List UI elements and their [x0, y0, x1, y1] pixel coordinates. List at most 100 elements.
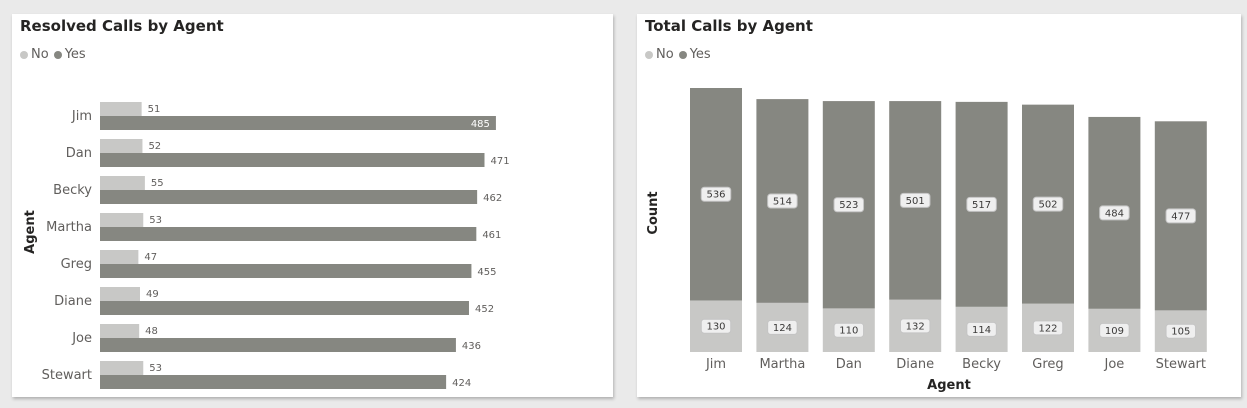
- total-calls-chart: Count Agent 130 536 Jim 124 514 Martha 110 523 Dan…: [646, 88, 1207, 393]
- data-label-yes-jim: 536: [706, 190, 725, 201]
- data-label-no-jim: 130: [706, 322, 725, 333]
- category-label-stewart: Stewart: [42, 368, 92, 383]
- data-label-yes-greg: 502: [1038, 200, 1057, 211]
- category-label-joe: Joe: [71, 331, 92, 346]
- data-label-no-greg: 47: [144, 252, 157, 263]
- resolved-calls-panel: Resolved Calls by Agent No Yes Agent Jim 5…: [12, 14, 613, 397]
- data-label-yes-dan: 471: [490, 156, 509, 167]
- data-label-yes-greg-badge: [1032, 196, 1064, 212]
- data-label-no-diane: 49: [146, 289, 159, 300]
- bar-no-dan: [100, 139, 143, 153]
- data-label-no-joe: 48: [145, 326, 158, 337]
- bar-no-diane: [100, 287, 140, 301]
- left-legend: No Yes: [20, 47, 91, 62]
- data-label-yes-becky-badge: [966, 196, 997, 212]
- bar-yes-diane: [100, 301, 469, 315]
- category-label-joe: Joe: [1104, 357, 1125, 372]
- left-chart-title: Resolved Calls by Agent: [20, 17, 224, 35]
- bar-yes-becky: [100, 190, 478, 204]
- data-label-no-stewart-badge: [1165, 323, 1197, 339]
- bar-no-jim: [100, 102, 142, 116]
- legend-item-yes[interactable]: Yes: [678, 47, 711, 62]
- bar-yes-joe: [100, 338, 456, 352]
- bar-no-greg: [100, 250, 139, 264]
- data-label-no-joe: 109: [1105, 326, 1124, 337]
- data-label-yes-stewart-badge: [1165, 208, 1197, 224]
- data-label-no-jim: 51: [148, 104, 161, 115]
- legend-item-no[interactable]: No: [20, 47, 49, 62]
- category-label-jim: Jim: [71, 109, 92, 124]
- data-label-yes-becky: 462: [483, 193, 502, 204]
- data-label-yes-martha: 461: [482, 230, 501, 241]
- legend-label-yes: Yes: [64, 47, 86, 62]
- legend-item-no[interactable]: No: [645, 47, 674, 62]
- data-label-no-becky: 114: [972, 325, 991, 336]
- right-legend: No Yes: [645, 47, 716, 62]
- category-label-greg: Greg: [1032, 357, 1063, 372]
- x-axis-title: Agent: [927, 378, 971, 393]
- category-label-martha: Martha: [759, 357, 805, 372]
- data-label-yes-joe: 436: [462, 341, 481, 352]
- data-label-no-becky: 55: [151, 178, 164, 189]
- data-label-yes-dan-badge: [833, 197, 865, 213]
- category-label-becky: Becky: [53, 183, 92, 198]
- category-label-martha: Martha: [46, 220, 92, 235]
- data-label-no-joe-badge: [1099, 322, 1130, 338]
- data-label-no-stewart: 105: [1171, 327, 1190, 338]
- data-label-no-martha-badge: [767, 319, 798, 335]
- category-label-dan: Dan: [836, 357, 862, 372]
- category-label-greg: Greg: [61, 257, 92, 272]
- data-label-yes-diane-badge: [899, 192, 931, 208]
- data-label-no-martha: 124: [773, 323, 792, 334]
- data-label-yes-becky: 517: [972, 200, 991, 211]
- bar-yes-dan: [100, 153, 485, 167]
- data-label-no-greg: 122: [1038, 323, 1057, 334]
- bar-no-martha: [100, 213, 144, 227]
- legend-dot-no: [645, 50, 653, 59]
- bar-yes-jim: [100, 116, 496, 130]
- data-label-yes-diane: 501: [906, 196, 925, 207]
- data-label-no-dan: 110: [839, 326, 858, 337]
- data-label-yes-martha: 514: [773, 196, 792, 207]
- y-axis-title: Count: [646, 191, 661, 234]
- bar-no-stewart: [100, 361, 144, 375]
- data-label-no-dan: 52: [148, 141, 161, 152]
- data-label-yes-greg: 455: [477, 267, 496, 278]
- legend-dot-yes: [678, 50, 687, 59]
- bar-yes-stewart: [100, 375, 447, 389]
- data-label-yes-jim: 485: [471, 119, 490, 130]
- data-label-yes-martha-badge: [767, 193, 798, 209]
- legend-label-no: No: [656, 47, 674, 62]
- legend-item-yes[interactable]: Yes: [53, 47, 86, 62]
- data-label-yes-stewart: 424: [452, 378, 471, 389]
- right-chart-title: Total Calls by Agent: [645, 17, 813, 35]
- data-label-no-diane: 132: [906, 321, 925, 332]
- data-label-no-jim-badge: [700, 318, 732, 334]
- category-label-jim: Jim: [705, 357, 726, 372]
- bar-yes-greg: [100, 264, 472, 278]
- bar-yes-martha: [100, 227, 477, 241]
- bar-no-becky: [100, 176, 145, 190]
- data-label-yes-stewart: 477: [1171, 211, 1190, 222]
- data-label-no-stewart: 53: [149, 363, 162, 374]
- category-label-becky: Becky: [962, 357, 1001, 372]
- data-label-yes-joe: 484: [1105, 208, 1124, 219]
- category-label-diane: Diane: [896, 357, 934, 372]
- data-label-no-diane-badge: [899, 318, 931, 334]
- legend-label-no: No: [31, 47, 49, 62]
- data-label-no-becky-badge: [966, 321, 997, 337]
- data-label-yes-jim-badge: [700, 186, 732, 202]
- legend-dot-yes: [53, 50, 62, 59]
- category-label-dan: Dan: [66, 146, 92, 161]
- category-label-diane: Diane: [54, 294, 92, 309]
- total-calls-panel: Total Calls by Agent No Yes Count Agent 13…: [637, 14, 1241, 397]
- category-label-stewart: Stewart: [1156, 357, 1206, 372]
- legend-label-yes: Yes: [689, 47, 711, 62]
- data-label-no-greg-badge: [1032, 320, 1064, 336]
- legend-dot-no: [20, 50, 28, 59]
- data-label-yes-dan: 523: [839, 200, 858, 211]
- data-label-no-martha: 53: [149, 215, 162, 226]
- data-label-yes-diane: 452: [475, 304, 494, 315]
- resolved-calls-chart: Agent Jim 51 485 Dan 52 471 Becky 55 462 Martha 53 4…: [23, 102, 510, 389]
- y-axis-title: Agent: [23, 210, 38, 254]
